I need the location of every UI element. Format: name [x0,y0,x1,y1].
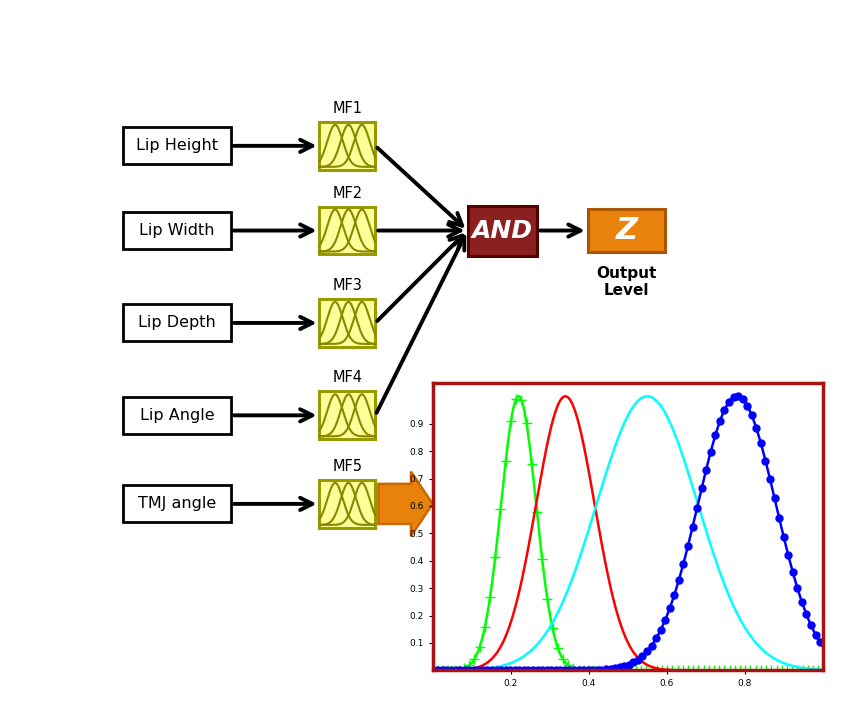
Bar [468,206,537,256]
Bar [320,392,375,439]
Bar [588,209,665,252]
Text: MF3: MF3 [333,278,363,293]
Text: MF2: MF2 [333,185,363,201]
Text: AND: AND [472,218,533,242]
Text: Lip Angle: Lip Angle [140,408,214,423]
Bar [320,299,375,347]
Text: Lip Width: Lip Width [139,223,214,238]
Bar [320,206,375,254]
Text: Lip Depth: Lip Depth [138,315,216,331]
Text: Lip Height: Lip Height [136,138,218,153]
Text: MF4: MF4 [333,371,363,385]
Text: Z: Z [615,216,638,245]
Bar [320,122,375,170]
Polygon shape [379,472,433,536]
Bar [123,127,231,164]
Text: TMJ angle: TMJ angle [138,496,216,511]
Bar [123,212,231,249]
Bar [123,397,231,434]
Bar [123,305,231,341]
Text: MF1: MF1 [333,101,363,116]
Bar [123,485,231,522]
Text: Output
Level: Output Level [596,265,656,298]
Bar [320,480,375,528]
Text: MF5: MF5 [333,459,363,474]
